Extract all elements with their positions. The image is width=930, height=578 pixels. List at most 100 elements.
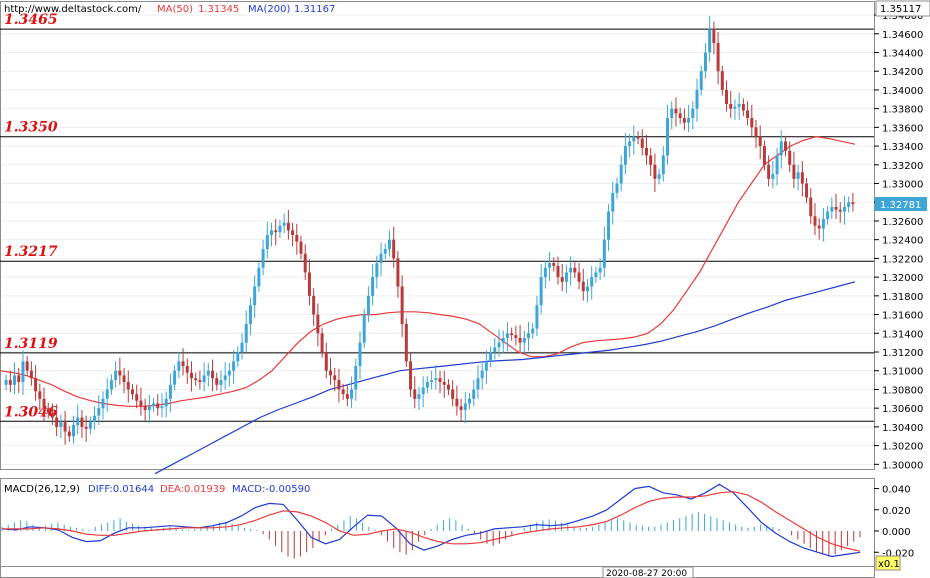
macd-value-label: MACD:-0.00590 [232, 484, 310, 495]
macd-dea-label: DEA:0.01939 [160, 484, 225, 495]
candle-body-98 [417, 394, 421, 399]
candle-body-23 [101, 398, 105, 409]
candle-body-168 [712, 29, 716, 44]
candle-body-10 [46, 408, 50, 413]
candle-body-113 [480, 370, 484, 379]
candle-body-109 [463, 403, 467, 411]
zoom-box[interactable] [875, 555, 901, 571]
price-tick-label-0: 1.34800 [882, 11, 923, 22]
candle-body-160 [678, 113, 682, 118]
candle-body-97 [413, 389, 417, 399]
candle-body-164 [695, 89, 699, 109]
candle-body-17 [76, 417, 80, 426]
candle-body-39 [168, 384, 172, 399]
candle-body-119 [505, 333, 509, 338]
candle-body-25 [109, 380, 113, 390]
candle-body-91 [387, 239, 391, 250]
candle-body-89 [379, 253, 383, 264]
candle-body-180 [762, 146, 766, 165]
candle-body-27 [118, 370, 122, 376]
candle-body-175 [741, 103, 745, 111]
candle-body-44 [189, 372, 193, 379]
candle-body-64 [274, 230, 278, 233]
price-tick-label-24: 1.30000 [882, 460, 923, 471]
candle-body-159 [674, 108, 678, 114]
price-tick-label-14: 1.32000 [882, 273, 923, 284]
zoom-level[interactable]: x0.1 [878, 559, 900, 570]
candle-body-121 [514, 335, 518, 338]
candle-body-124 [527, 333, 531, 338]
price-tick-label-22: 1.30400 [882, 423, 923, 434]
candle-body-8 [38, 391, 42, 399]
candle-body-62 [265, 235, 269, 250]
site-url: http://www.deltastock.com/ [4, 4, 142, 15]
candle-body-136 [577, 272, 581, 282]
candle-body-194 [821, 219, 825, 229]
candle-body-87 [371, 277, 375, 296]
candle-body-79 [337, 380, 341, 390]
price-tick-label-19: 1.31000 [882, 367, 923, 378]
candle-body-14 [63, 422, 67, 432]
ma50-value: 1.31345 [198, 4, 239, 15]
ma50-line [0, 136, 856, 407]
candle-body-134 [569, 267, 573, 273]
candle-body-198 [838, 209, 842, 212]
moving-averages [0, 136, 856, 475]
candle-body-131 [556, 265, 560, 278]
candle-body-6 [29, 370, 33, 379]
candle-body-120 [510, 333, 514, 336]
candle-body-81 [345, 394, 349, 399]
candle-body-51 [219, 380, 223, 385]
candle-body-110 [468, 398, 472, 404]
candle-body-116 [493, 347, 497, 352]
candle-body-156 [661, 155, 665, 175]
candle-body-200 [847, 202, 851, 207]
candle-body-29 [126, 381, 130, 390]
price-tick-label-17: 1.31400 [882, 329, 923, 340]
candle-body-184 [779, 141, 783, 156]
candle-body-187 [792, 164, 796, 179]
level-label-1: 1.3350 [4, 120, 58, 136]
candle-body-66 [282, 222, 286, 226]
macd-series [1, 483, 861, 559]
price-grid [2, 14, 874, 465]
candle-body-38 [164, 398, 168, 407]
timestamp: 2020-08-27 20:00 [606, 569, 687, 578]
candle-body-117 [497, 342, 501, 348]
candle-body-63 [270, 230, 274, 235]
candle-body-153 [649, 155, 653, 165]
candle-body-103 [438, 378, 442, 382]
price-tick-label-8: 1.33200 [882, 161, 923, 172]
candle-body-47 [202, 375, 206, 382]
price-tick-label-9: 1.33000 [882, 180, 923, 191]
price-tick-label-5: 1.33800 [882, 105, 923, 116]
candle-body-13 [59, 422, 63, 427]
price-tick-label-1: 1.34600 [882, 30, 923, 41]
candle-body-158 [670, 108, 674, 118]
candle-body-161 [682, 118, 686, 123]
candle-body-58 [248, 305, 252, 324]
candle-body-35 [152, 403, 156, 407]
candle-body-155 [657, 174, 661, 179]
price-tick-label-7: 1.33400 [882, 142, 923, 153]
candle-body-42 [181, 361, 185, 367]
macd-title: MACD(26,12,9) [4, 484, 80, 495]
candle-body-74 [316, 314, 320, 334]
candle-body-75 [320, 333, 324, 352]
candle-body-162 [687, 118, 691, 123]
candle-body-65 [278, 225, 282, 233]
candle-body-86 [366, 295, 370, 315]
price-tick-label-3: 1.34200 [882, 67, 923, 78]
candle-body-70 [299, 241, 303, 254]
candle-body-125 [531, 328, 535, 334]
candle-body-49 [211, 370, 215, 379]
level-label-2: 1.3217 [4, 244, 58, 260]
candle-body-56 [240, 342, 244, 352]
candle-body-133 [564, 272, 568, 282]
candle-body-178 [754, 127, 758, 137]
price-tick-label-6: 1.33600 [882, 123, 923, 134]
candle-body-115 [489, 352, 493, 362]
candle-body-141 [598, 267, 602, 273]
candle-body-172 [729, 103, 733, 109]
candle-body-26 [114, 370, 118, 381]
